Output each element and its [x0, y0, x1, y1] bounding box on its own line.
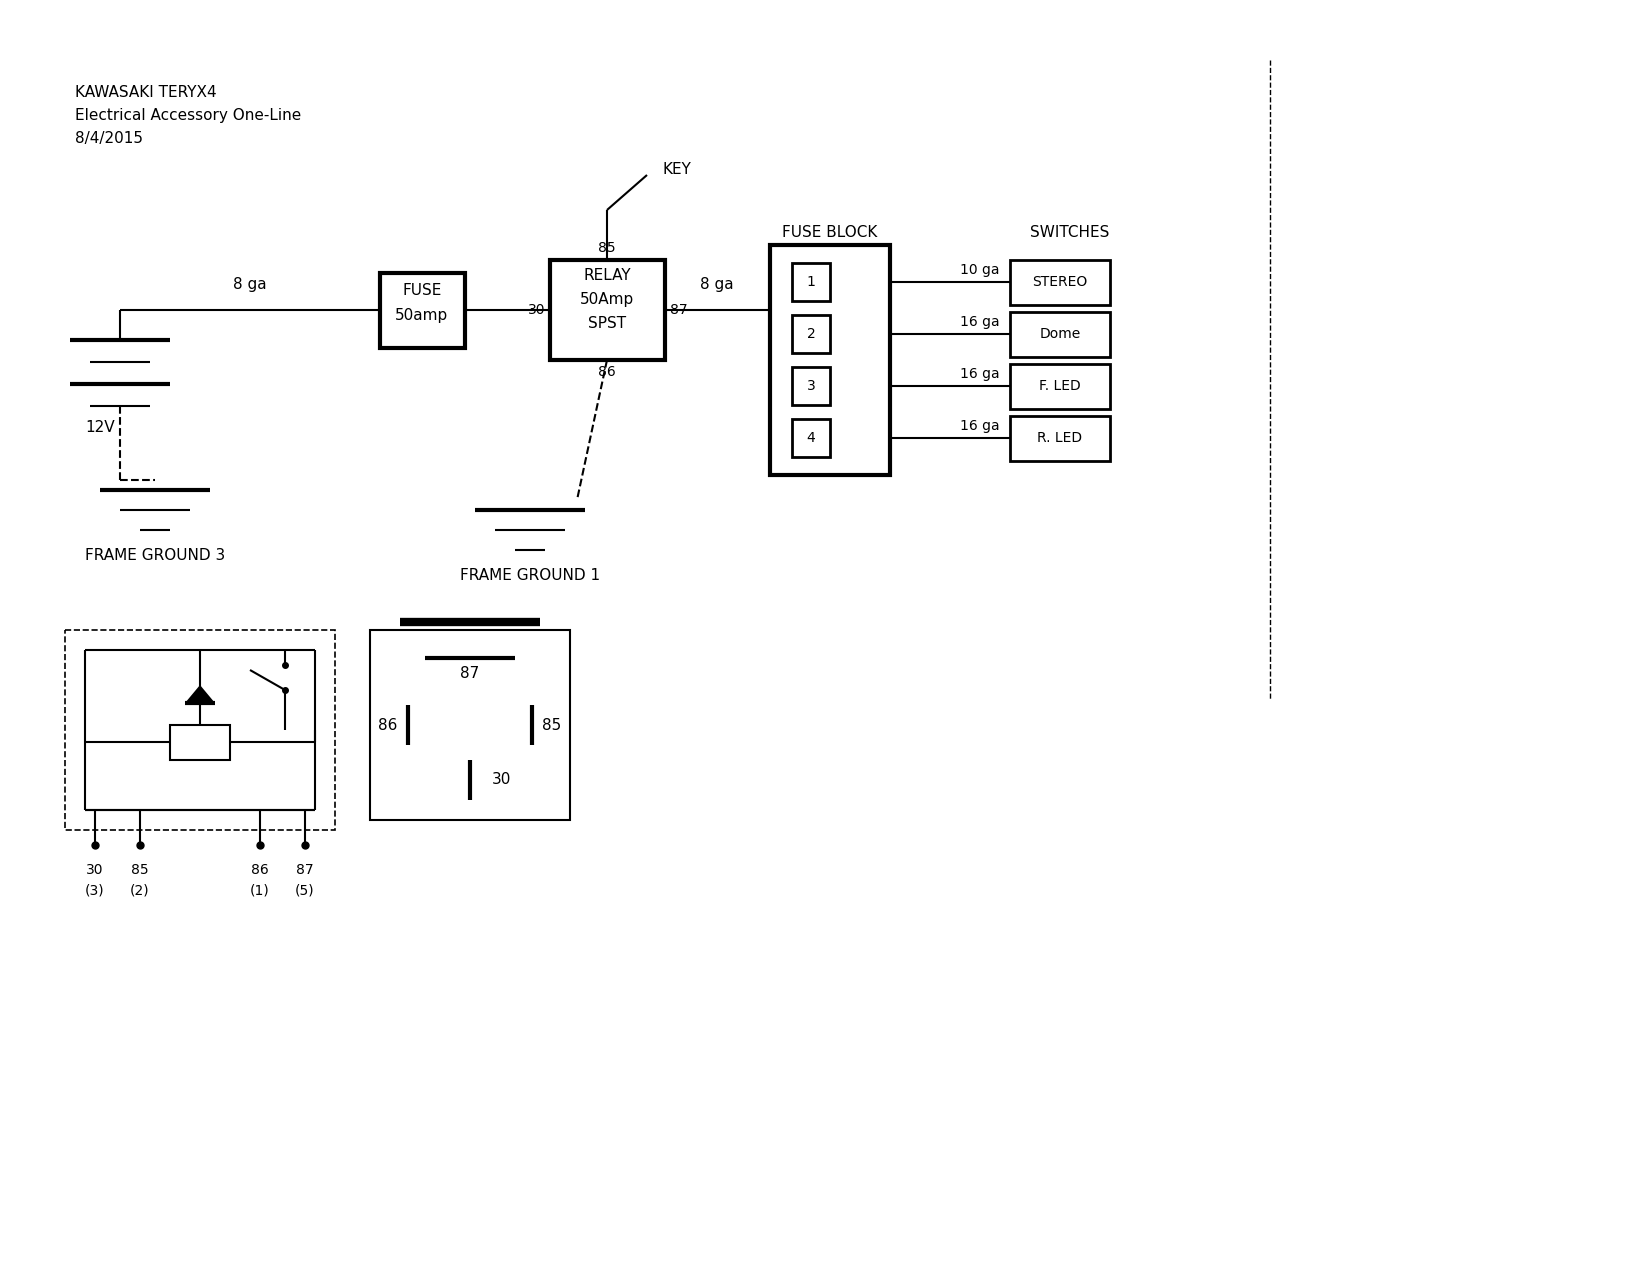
Text: 86: 86	[378, 718, 398, 733]
Bar	[792, 315, 830, 353]
Text: SWITCHES: SWITCHES	[1030, 224, 1110, 240]
Text: SPST: SPST	[587, 316, 625, 332]
Bar	[380, 273, 465, 348]
Bar	[549, 260, 665, 360]
Text: (2): (2)	[130, 884, 150, 898]
Text: 87: 87	[460, 666, 480, 681]
Text: STEREO: STEREO	[1033, 275, 1087, 289]
Text: (5): (5)	[295, 884, 315, 898]
Bar	[792, 263, 830, 301]
Text: 50amp: 50amp	[396, 309, 449, 323]
Text: 30: 30	[492, 773, 512, 788]
Text: 16 ga: 16 ga	[960, 315, 1000, 329]
Polygon shape	[185, 685, 214, 703]
Bar	[792, 367, 830, 405]
Text: F. LED: F. LED	[1040, 379, 1081, 393]
Text: 8/4/2015: 8/4/2015	[74, 131, 144, 147]
Bar	[1010, 363, 1110, 409]
Text: 86: 86	[251, 863, 269, 877]
Text: Electrical Accessory One-Line: Electrical Accessory One-Line	[74, 108, 302, 122]
Bar	[771, 245, 889, 476]
Text: 16 ga: 16 ga	[960, 367, 1000, 381]
Text: 10 ga: 10 ga	[960, 263, 1000, 277]
Bar	[1010, 416, 1110, 462]
Bar	[370, 630, 569, 820]
Text: 30: 30	[528, 303, 544, 317]
Text: KAWASAKI TERYX4: KAWASAKI TERYX4	[74, 85, 216, 99]
Text: 12V: 12V	[86, 419, 116, 435]
Text: (1): (1)	[251, 884, 271, 898]
Text: 16 ga: 16 ga	[960, 419, 1000, 434]
Text: 85: 85	[599, 241, 615, 255]
Text: 85: 85	[543, 718, 561, 733]
Text: FRAME GROUND 1: FRAME GROUND 1	[460, 567, 601, 583]
Bar	[64, 630, 335, 830]
Text: 87: 87	[670, 303, 688, 317]
Text: 4: 4	[807, 431, 815, 445]
Text: FRAME GROUND 3: FRAME GROUND 3	[84, 548, 224, 564]
Text: 8 ga: 8 ga	[700, 277, 734, 292]
Text: R. LED: R. LED	[1038, 431, 1082, 445]
Text: 1: 1	[807, 275, 815, 289]
Bar	[1010, 312, 1110, 357]
Text: 85: 85	[132, 863, 148, 877]
Text: 86: 86	[597, 365, 615, 379]
Bar	[1010, 260, 1110, 305]
Text: FUSE: FUSE	[403, 283, 442, 298]
Text: 2: 2	[807, 326, 815, 340]
Text: Dome: Dome	[1040, 326, 1081, 340]
Text: RELAY: RELAY	[582, 268, 630, 283]
Text: 8 ga: 8 ga	[233, 277, 267, 292]
Bar	[792, 419, 830, 456]
Text: 87: 87	[297, 863, 314, 877]
Text: FUSE BLOCK: FUSE BLOCK	[782, 224, 878, 240]
Text: (3): (3)	[86, 884, 106, 898]
Text: 3: 3	[807, 379, 815, 393]
Text: KEY: KEY	[662, 162, 691, 177]
Text: 30: 30	[86, 863, 104, 877]
Bar	[170, 725, 229, 760]
Text: 50Amp: 50Amp	[579, 292, 634, 307]
